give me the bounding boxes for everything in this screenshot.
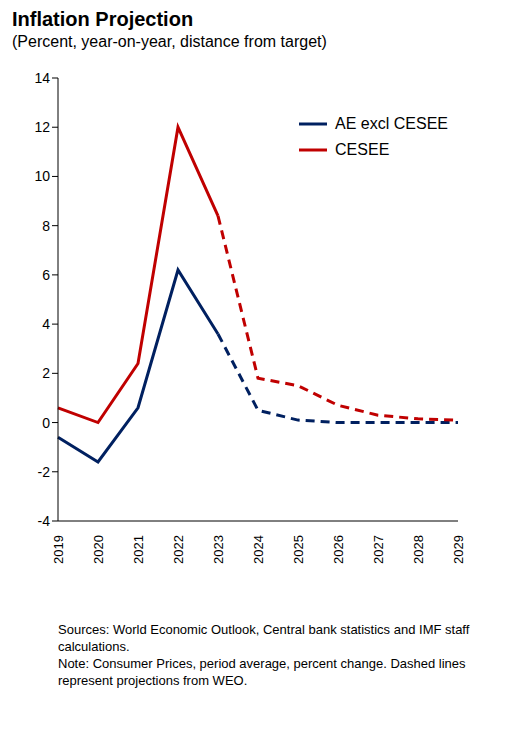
svg-text:6: 6 <box>42 267 50 283</box>
html-text:Inflation Projection: Inflation Projection <box>12 8 194 30</box>
svg-text:2: 2 <box>42 365 50 381</box>
svg-text:4: 4 <box>42 316 50 332</box>
svg-text:2025: 2025 <box>291 535 306 564</box>
html-text:Sources: World Economic Outloo: Sources: World Economic Outlook, Central… <box>58 622 470 654</box>
svg-text:2028: 2028 <box>411 535 426 564</box>
svg-text:2020: 2020 <box>91 535 106 564</box>
svg-text:2022: 2022 <box>171 535 186 564</box>
svg-text:2024: 2024 <box>251 535 266 564</box>
svg-text:2026: 2026 <box>331 535 346 564</box>
svg-text:8: 8 <box>42 218 50 234</box>
svg-text:0: 0 <box>42 415 50 431</box>
svg-text:2023: 2023 <box>211 535 226 564</box>
svg-text:10: 10 <box>34 168 50 184</box>
svg-text:-4: -4 <box>38 513 51 529</box>
html-text:(Percent, year-on-year, distan: (Percent, year-on-year, distance from ta… <box>12 33 327 50</box>
svg-text:2029: 2029 <box>451 535 466 564</box>
svg-text:-2: -2 <box>38 464 51 480</box>
svg-text:2021: 2021 <box>131 535 146 564</box>
svg-text:2019: 2019 <box>51 535 66 564</box>
html-text:Note: Consumer Prices, period: Note: Consumer Prices, period average, p… <box>58 656 466 688</box>
svg-text:14: 14 <box>34 70 50 86</box>
html-text:AE excl CESEE: AE excl CESEE <box>335 115 448 132</box>
html-text:CESEE: CESEE <box>335 141 390 158</box>
svg-text:12: 12 <box>34 119 50 135</box>
svg-text:2027: 2027 <box>371 535 386 564</box>
